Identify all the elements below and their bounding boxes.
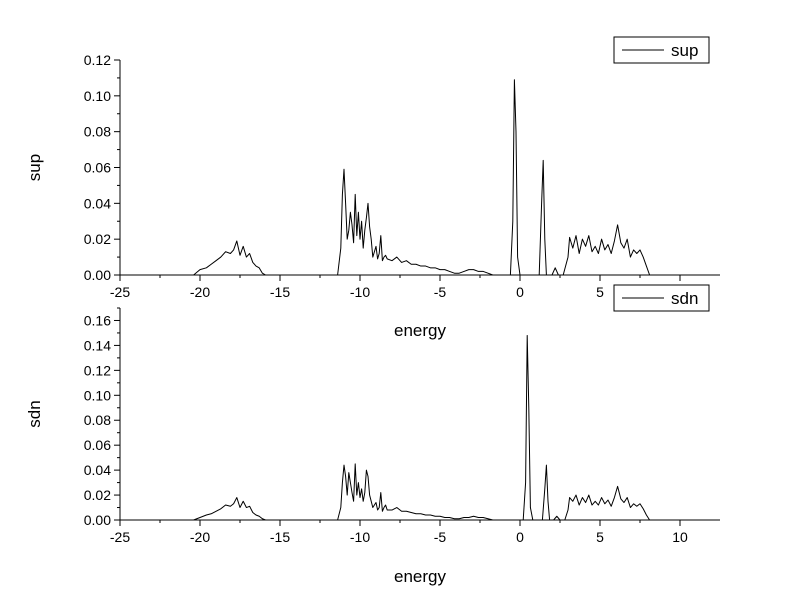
chart-panel-0: -25 -20 -15 -10 -5 0 5 0.00 0.02 0.04 0.06 0.08 0.10… (25, 36, 720, 340)
y-tick-label: 0.02 (84, 487, 111, 503)
x-tick-label: 0 (516, 284, 524, 300)
legend: sup (613, 36, 710, 64)
x-tick-label: -10 (350, 284, 370, 300)
legend-label: sdn (671, 289, 698, 308)
y-tick-label: 0.10 (84, 88, 111, 104)
x-tick-label: 0 (516, 529, 524, 545)
x-tick-label: -10 (350, 529, 370, 545)
legend: sdn (613, 284, 710, 312)
y-axis-title: sdn (25, 400, 44, 427)
y-tick-label: 0.14 (84, 337, 111, 353)
x-tick-label: -5 (434, 284, 447, 300)
x-tick-label: 5 (596, 284, 604, 300)
y-tick-label: 0.06 (84, 160, 111, 176)
y-tick-label: 0.08 (84, 412, 111, 428)
x-tick-label: -20 (190, 529, 210, 545)
y-tick-label: 0.06 (84, 437, 111, 453)
y-tick-label: 0.00 (84, 267, 111, 283)
x-tick-label: -20 (190, 284, 210, 300)
y-tick-label: 0.04 (84, 462, 111, 478)
y-tick-label: 0.00 (84, 512, 111, 528)
x-axis-title: energy (394, 321, 446, 340)
y-tick-label: 0.12 (84, 52, 111, 68)
chart-panel-1: -25 -20 -15 -10 -5 0 5 10 0.00 0.02 0.04 0.06 0.08 0.… (25, 284, 720, 586)
x-tick-label: 5 (596, 529, 604, 545)
y-tick-label: 0.10 (84, 387, 111, 403)
x-tick-label: -25 (110, 529, 130, 545)
x-tick-label: -25 (110, 284, 130, 300)
x-tick-label: -5 (434, 529, 447, 545)
x-axis-title: energy (394, 567, 446, 586)
legend-label: sup (671, 41, 698, 60)
y-axis-title: sup (25, 154, 44, 181)
x-tick-label: -15 (270, 284, 290, 300)
y-tick-label: 0.04 (84, 195, 111, 211)
x-tick-label: 10 (672, 529, 688, 545)
y-tick-label: 0.08 (84, 124, 111, 140)
y-tick-label: 0.02 (84, 231, 111, 247)
x-tick-label: -15 (270, 529, 290, 545)
panels: -25 -20 -15 -10 -5 0 5 0.00 0.02 0.04 0.06 0.08 0.10… (25, 36, 720, 586)
y-tick-label: 0.16 (84, 312, 111, 328)
y-tick-label: 0.12 (84, 362, 111, 378)
